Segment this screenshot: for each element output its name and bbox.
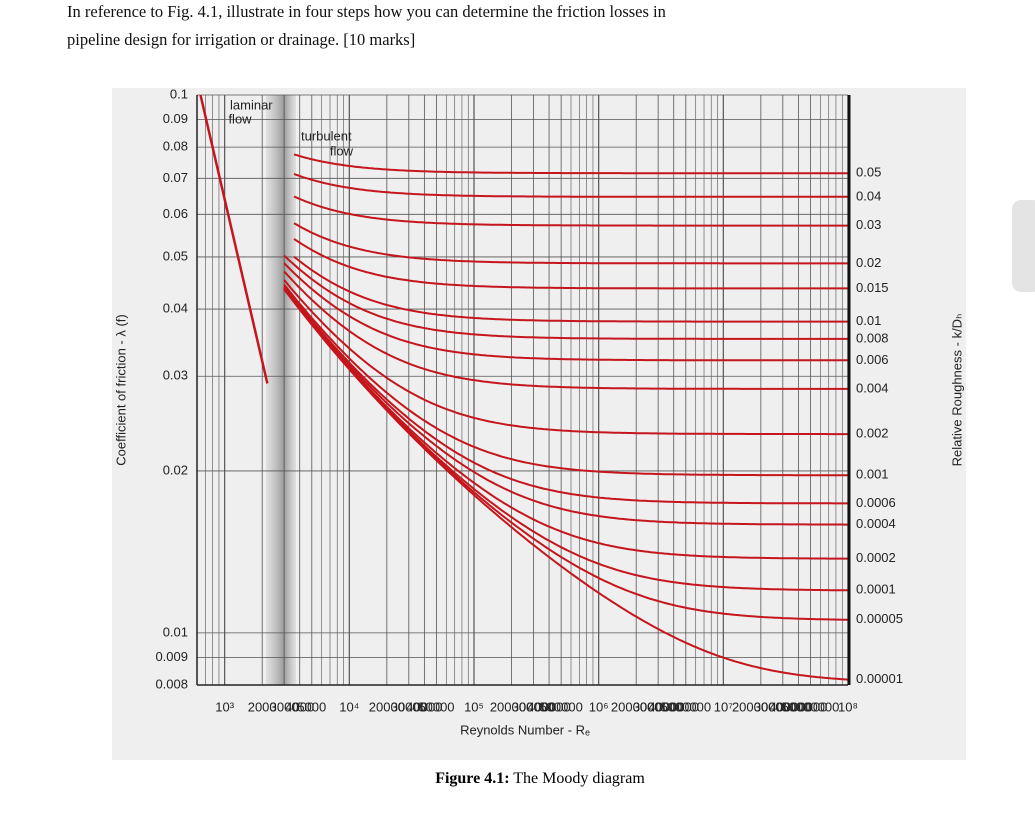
- critical-zone: [266, 95, 296, 685]
- roughness-label: 0.00005: [856, 611, 903, 626]
- roughness-label: 0.0006: [856, 495, 896, 510]
- roughness-label: 0.002: [856, 425, 889, 440]
- x-tick-label: 200000: [490, 699, 533, 714]
- roughness-curve: [283, 279, 848, 436]
- roughness-label: 0.0002: [856, 550, 896, 565]
- roughness-curve: [293, 153, 848, 175]
- roughness-curve: [283, 283, 848, 477]
- roughness-curve: [283, 270, 848, 390]
- roughness-curve: [293, 195, 848, 227]
- roughness-label: 0.004: [856, 380, 889, 395]
- x-axis-title: Reynolds Number - Rₑ: [460, 722, 590, 737]
- roughness-curve: [293, 238, 848, 290]
- roughness-label: 0.0001: [856, 582, 896, 597]
- turbulent-label: flow: [330, 143, 354, 158]
- x-tick-label: 50000000: [782, 699, 840, 714]
- x-tick-label: 10⁴: [339, 699, 359, 714]
- x-tick-label: 5000000: [660, 699, 711, 714]
- roughness-label: 0.0004: [856, 516, 896, 531]
- x-tick-label: 40000: [406, 699, 442, 714]
- roughness-label: 0.008: [856, 330, 889, 345]
- figure-caption: Figure 4.1: The Moody diagram: [0, 770, 1035, 788]
- y2-axis-title: Relative Roughness - k/Dₕ: [949, 314, 964, 467]
- x-tick-label: 5000: [297, 699, 326, 714]
- y-tick-label: 0.03: [163, 368, 188, 383]
- y-tick-label: 0.01: [163, 624, 188, 639]
- roughness-curve: [283, 287, 848, 560]
- x-tick-label: 2000: [248, 699, 277, 714]
- scroll-widget[interactable]: [1012, 200, 1035, 292]
- roughness-label: 0.04: [856, 188, 881, 203]
- roughness-label: 0.006: [856, 352, 889, 367]
- x-tick-label: 10⁸: [838, 699, 858, 714]
- y-tick-label: 0.02: [163, 462, 188, 477]
- x-tick-label: 10⁶: [589, 699, 609, 714]
- x-tick-label: 10⁷: [714, 699, 733, 714]
- x-tick-label: 4000: [285, 699, 314, 714]
- x-tick-label: 500000: [539, 699, 582, 714]
- y-tick-label: 0.04: [163, 300, 188, 315]
- y-tick-label: 0.009: [155, 649, 188, 664]
- roughness-curve: [293, 172, 848, 198]
- roughness-label: 0.05: [856, 165, 881, 180]
- y-tick-label: 0.008: [155, 676, 188, 691]
- y-tick-label: 0.07: [163, 170, 188, 185]
- x-tick-label: 30000: [391, 699, 427, 714]
- y-tick-label: 0.06: [163, 206, 188, 221]
- question-line: In reference to Fig. 4.1, illustrate in …: [67, 2, 666, 21]
- roughness-label: 0.001: [856, 467, 889, 482]
- roughness-curve: [283, 285, 848, 505]
- roughness-curve: [283, 254, 848, 340]
- x-tick-label: 400000: [527, 699, 570, 714]
- roughness-label: 0.015: [856, 280, 889, 295]
- roughness-label: 0.00001: [856, 671, 903, 686]
- x-tick-label: 3000: [270, 699, 299, 714]
- laminar-label: flow: [228, 111, 252, 126]
- roughness-label: 0.03: [856, 217, 881, 232]
- x-tick-label: 30000000: [754, 699, 812, 714]
- caption-label: Figure 4.1:: [435, 770, 510, 787]
- question-line: pipeline design for irrigation or draina…: [67, 30, 416, 49]
- x-tick-label: 10³: [215, 699, 234, 714]
- laminar-label: laminar: [230, 97, 273, 112]
- roughness-curve: [283, 262, 848, 362]
- x-tick-label: 20000: [369, 699, 405, 714]
- x-tick-label: 2000000: [611, 699, 662, 714]
- y-tick-label: 0.1: [170, 86, 188, 101]
- y-tick-label: 0.05: [163, 248, 188, 263]
- roughness-label: 0.02: [856, 255, 881, 270]
- roughness-label: 0.01: [856, 313, 881, 328]
- x-tick-label: 3000000: [633, 699, 684, 714]
- roughness-curve: [283, 288, 848, 681]
- caption-text: The Moody diagram: [513, 770, 645, 787]
- x-tick-label: 300000: [512, 699, 555, 714]
- roughness-curve: [283, 286, 848, 526]
- figure-background: [112, 88, 966, 760]
- y-tick-label: 0.08: [163, 139, 188, 154]
- x-tick-label: 10⁵: [464, 699, 484, 714]
- x-tick-label: 40000000: [769, 699, 827, 714]
- laminar-line: [199, 95, 269, 384]
- roughness-curve: [293, 255, 848, 323]
- x-tick-label: 20000000: [732, 699, 790, 714]
- x-tick-label: 50000: [418, 699, 454, 714]
- y-axis-title: Coefficient of friction - λ (f): [113, 314, 128, 465]
- roughness-curve: [293, 222, 848, 265]
- y-tick-label: 0.09: [163, 111, 188, 126]
- turbulent-label: turbulent: [301, 128, 352, 143]
- x-tick-label: 4000000: [648, 699, 699, 714]
